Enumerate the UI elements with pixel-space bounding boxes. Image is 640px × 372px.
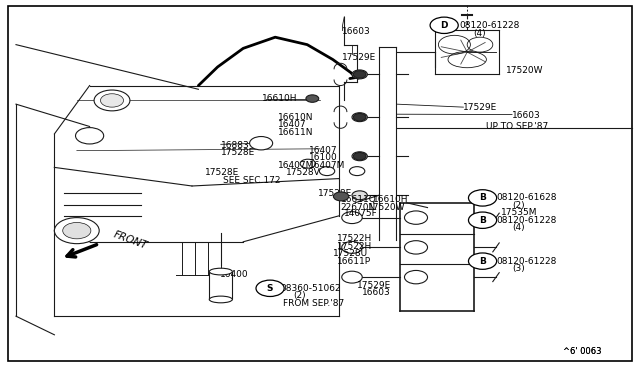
Circle shape (353, 153, 366, 160)
Text: (4): (4) (512, 223, 525, 232)
Text: B: B (479, 257, 486, 266)
Text: 17528E: 17528E (205, 169, 239, 177)
Text: (3): (3) (512, 264, 525, 273)
Circle shape (430, 17, 458, 33)
Circle shape (404, 270, 428, 284)
Text: 17520W: 17520W (506, 66, 543, 75)
Circle shape (349, 167, 365, 176)
Circle shape (342, 212, 362, 224)
Text: (2): (2) (512, 201, 525, 210)
Circle shape (352, 70, 367, 79)
Bar (209, 272, 232, 299)
Circle shape (256, 280, 284, 296)
Text: 22670N: 22670N (340, 203, 376, 212)
Circle shape (468, 212, 497, 228)
Text: 14075F: 14075F (344, 209, 378, 218)
Text: 17522H: 17522H (337, 242, 372, 251)
Text: 16603: 16603 (342, 27, 371, 36)
Text: 17528V: 17528V (286, 169, 321, 177)
Circle shape (404, 241, 428, 254)
Circle shape (333, 192, 349, 201)
Ellipse shape (209, 268, 232, 275)
Text: 16610H: 16610H (262, 94, 298, 103)
Circle shape (352, 191, 367, 200)
Text: ^6' 0063: ^6' 0063 (563, 347, 602, 356)
Text: UP TO SEP.'87: UP TO SEP.'87 (486, 122, 548, 131)
Text: 17529E: 17529E (342, 53, 377, 62)
Text: B: B (479, 216, 486, 225)
Text: (4): (4) (474, 29, 486, 38)
Circle shape (250, 137, 273, 150)
Text: SEE SEC.172: SEE SEC.172 (223, 176, 280, 185)
Text: 17535M: 17535M (500, 208, 537, 217)
Text: FRONT: FRONT (112, 229, 148, 251)
Circle shape (76, 128, 104, 144)
Text: 08120-61228: 08120-61228 (496, 216, 556, 225)
Circle shape (352, 152, 367, 161)
Text: B: B (479, 193, 486, 202)
Circle shape (100, 94, 124, 107)
Text: 16603: 16603 (362, 288, 390, 297)
Text: 17520W: 17520W (368, 203, 406, 212)
Circle shape (352, 113, 367, 122)
Circle shape (353, 71, 366, 78)
Text: 16407M: 16407M (278, 161, 315, 170)
Circle shape (63, 222, 91, 239)
Circle shape (353, 113, 366, 121)
Text: 16400: 16400 (220, 270, 248, 279)
Circle shape (94, 90, 130, 111)
Text: 16100: 16100 (309, 153, 338, 162)
Text: 08360-51062: 08360-51062 (280, 284, 341, 293)
Text: 08120-61228: 08120-61228 (460, 21, 520, 30)
Text: 17529E: 17529E (356, 281, 391, 290)
Text: 16883: 16883 (221, 141, 250, 150)
Text: FROM SEP.'87: FROM SEP.'87 (283, 299, 344, 308)
Text: 16610N: 16610N (278, 113, 314, 122)
Text: (2): (2) (293, 291, 306, 300)
Ellipse shape (209, 296, 232, 303)
Text: 17522H: 17522H (337, 234, 372, 243)
Circle shape (342, 241, 362, 253)
Text: 08120-61228: 08120-61228 (496, 257, 556, 266)
Text: 17528E: 17528E (318, 189, 353, 198)
Circle shape (319, 167, 335, 176)
Text: 17528U: 17528U (333, 249, 368, 258)
Circle shape (342, 271, 362, 283)
Text: 17529E: 17529E (463, 103, 498, 112)
Text: 16611P: 16611P (337, 257, 371, 266)
Text: S: S (267, 284, 273, 293)
Text: ^6' 0063: ^6' 0063 (563, 347, 602, 356)
Circle shape (404, 211, 428, 224)
Text: 17528E: 17528E (221, 148, 255, 157)
Text: 16611Q: 16611Q (340, 195, 376, 204)
Text: 16610H: 16610H (372, 195, 408, 204)
Circle shape (306, 95, 319, 102)
Circle shape (468, 190, 497, 206)
Circle shape (54, 218, 99, 244)
Text: 16407: 16407 (278, 120, 307, 129)
Text: 16603: 16603 (512, 111, 541, 120)
Text: 08120-61628: 08120-61628 (496, 193, 557, 202)
Circle shape (300, 159, 316, 168)
Text: 16611N: 16611N (278, 128, 314, 137)
Text: D: D (440, 21, 448, 30)
Circle shape (468, 253, 497, 269)
Text: 16407: 16407 (309, 146, 338, 155)
Text: 16407M: 16407M (309, 161, 346, 170)
